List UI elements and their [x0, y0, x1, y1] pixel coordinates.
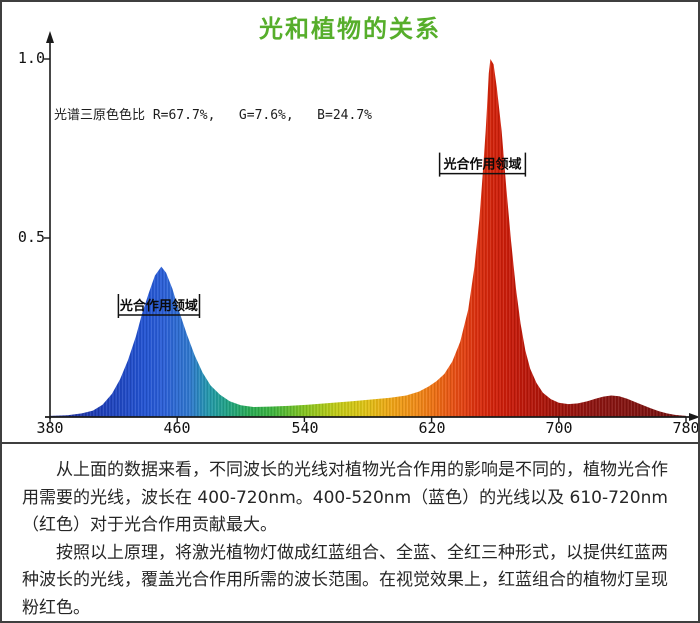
- y-tick-label: 1.0: [17, 49, 45, 67]
- explanation-paragraph-2: 按照以上原理，将激光植物灯做成红蓝组合、全蓝、全红三种形式，以提供红蓝两种波长的…: [22, 542, 668, 618]
- x-tick-label: 620: [418, 419, 446, 437]
- chart-title: 光和植物的关系: [259, 15, 441, 43]
- svg-text:光合作用领域: 光合作用领域: [442, 157, 521, 173]
- x-tick-label: 460: [163, 419, 191, 437]
- explanation-section: 从上面的数据来看，不同波长的光线对植物光合作用的影响是不同的，植物光合作用需要的…: [2, 442, 698, 621]
- photosynthesis-region-annotation: 光合作用领域: [117, 294, 201, 318]
- x-tick-label: 700: [545, 419, 573, 437]
- x-axis-arrow-icon: [689, 413, 698, 421]
- photosynthesis-region-annotation: 光合作用领域: [438, 152, 527, 177]
- x-tick-label: 380: [36, 419, 64, 437]
- x-tick-label: 540: [291, 419, 319, 437]
- spectrum-chart: 光和植物的关系 光合作用领域 光合作用领域 光谱三原色色比 R=67.7%,: [2, 2, 698, 440]
- rgb-ratio-label: 光谱三原色色比 R=67.7%, G=7.6%, B=24.7%: [54, 108, 372, 123]
- y-tick-label: 0.5: [17, 228, 45, 246]
- explanation-paragraph-1: 从上面的数据来看，不同波长的光线对植物光合作用的影响是不同的，植物光合作用需要的…: [22, 460, 668, 535]
- x-tick-label: 780: [672, 419, 700, 437]
- svg-text:光合作用领域: 光合作用领域: [119, 298, 198, 314]
- spectrum-plot: 光合作用领域 光合作用领域: [44, 31, 698, 422]
- y-axis-arrow-icon: [46, 31, 54, 43]
